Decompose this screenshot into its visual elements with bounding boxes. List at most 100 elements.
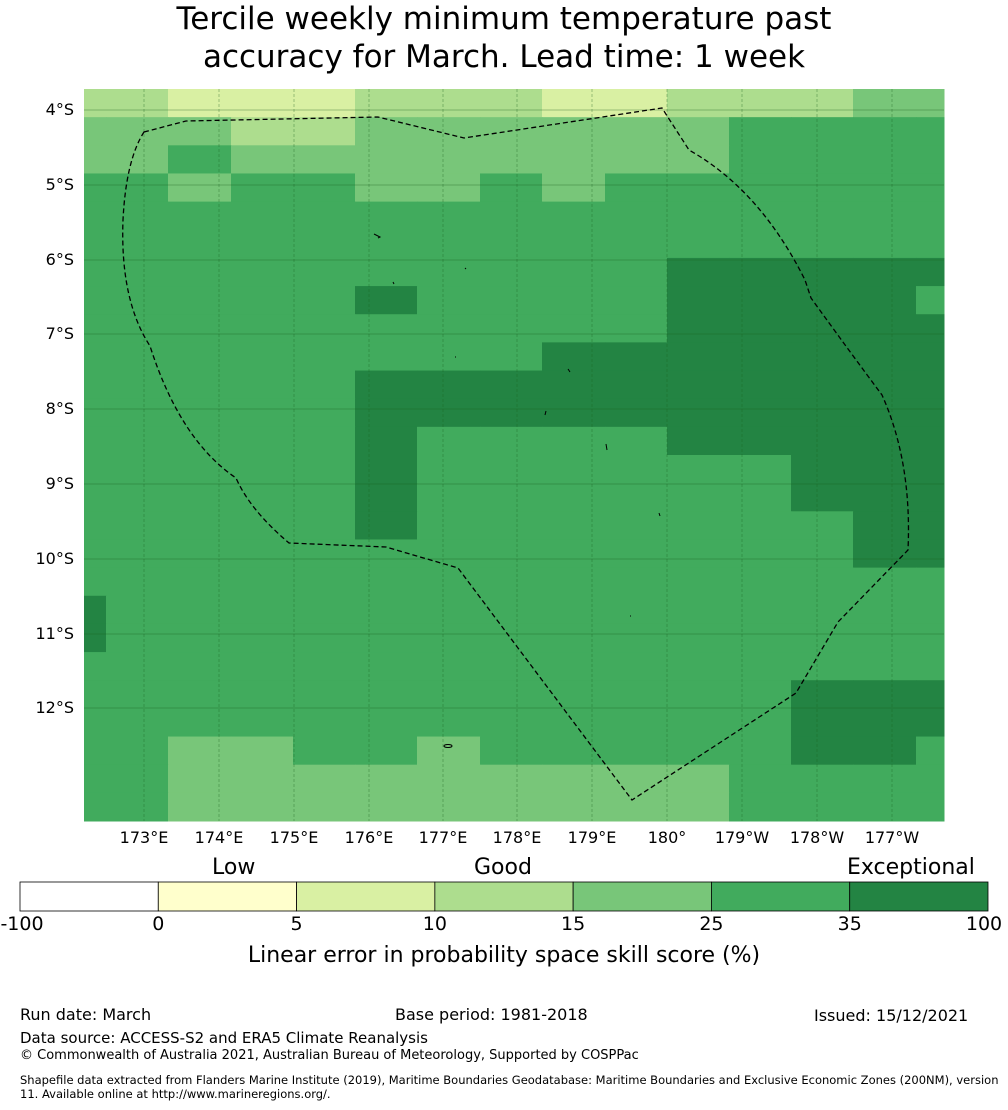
grid-cell	[231, 680, 294, 709]
grid-cell	[168, 680, 232, 709]
title-line-2: accuracy for March. Lead time: 1 week	[202, 39, 806, 75]
grid-cell	[605, 539, 668, 569]
grid-cell	[916, 398, 945, 428]
grid-cell	[355, 764, 418, 794]
colorbar-segment	[572, 881, 712, 912]
grid-cell	[84, 370, 107, 400]
longitude-label: 178°W	[789, 828, 845, 847]
grid-cell	[667, 370, 730, 400]
island-outline	[464, 267, 467, 270]
grid-cell	[667, 595, 730, 625]
grid-cell	[417, 117, 481, 146]
grid-cell	[667, 257, 730, 287]
colorbar-segment	[296, 881, 436, 912]
eez-boundary	[122, 107, 910, 801]
grid-cell	[168, 764, 232, 794]
grid-cell	[916, 145, 945, 174]
grid-cell	[916, 314, 945, 343]
grid-cell	[791, 680, 854, 709]
latitude-label: 11°S	[35, 624, 74, 643]
grid-cell	[106, 342, 169, 372]
grid-cell	[106, 370, 169, 400]
grid-cell	[605, 595, 668, 625]
island-outline	[605, 443, 608, 451]
grid-cell	[355, 792, 418, 822]
grid-cell	[480, 342, 543, 372]
grid-cell	[106, 398, 169, 428]
colorbar-segment	[849, 881, 989, 912]
grid-cell	[231, 708, 294, 738]
grid-cell	[84, 623, 107, 653]
grid-cell	[605, 623, 668, 653]
grid-cell	[480, 764, 543, 794]
grid-cell	[231, 567, 294, 597]
grid-cell	[168, 455, 232, 484]
grid-cell	[480, 398, 543, 428]
island-outline	[392, 281, 395, 285]
grid-cell	[293, 680, 356, 709]
grid-cell	[106, 736, 169, 766]
grid-cell	[667, 89, 730, 118]
grid-cell	[853, 426, 917, 456]
grid-cell	[542, 426, 606, 456]
grid-cell	[542, 652, 606, 681]
issued-date: Issued: 15/12/2021	[814, 1006, 969, 1025]
grid-cell	[355, 483, 418, 512]
grid-cell	[293, 398, 356, 428]
grid-cell	[106, 511, 169, 540]
grid-cell	[355, 173, 418, 203]
grid-cell	[605, 652, 668, 681]
copyright: © Commonwealth of Australia 2021, Austra…	[20, 1048, 639, 1063]
grid-cell	[106, 595, 169, 625]
grid-cell	[417, 145, 481, 174]
grid-cell	[417, 229, 481, 259]
grid-cell	[605, 398, 668, 428]
grid-cell	[480, 792, 543, 822]
grid-cell	[355, 455, 418, 484]
grid-cell	[729, 117, 792, 146]
colorbar-segment	[711, 881, 851, 912]
grid-cell	[168, 201, 232, 231]
grid-cell	[293, 764, 356, 794]
grid-cell	[542, 286, 606, 315]
grid-cell	[605, 483, 668, 512]
grid-cell	[168, 595, 232, 625]
grid-cell	[417, 286, 481, 315]
grid-cell	[605, 286, 668, 315]
longitude-label: 177°W	[864, 828, 920, 847]
grid-cell	[480, 736, 543, 766]
grid-cell	[729, 539, 792, 569]
grid-cell	[84, 117, 107, 146]
grid-cell	[729, 229, 792, 259]
grid-cell	[605, 455, 668, 484]
grid-cell	[667, 511, 730, 540]
grid-cell	[542, 764, 606, 794]
grid-cell	[916, 595, 945, 625]
grid-cell	[791, 286, 854, 315]
grid-cell	[542, 370, 606, 400]
grid-cell	[916, 229, 945, 259]
grid-cell	[667, 229, 730, 259]
grid-cell	[106, 173, 169, 203]
latitude-label: 8°S	[45, 399, 74, 418]
grid-cell	[480, 201, 543, 231]
grid-cell	[542, 736, 606, 766]
grid-cell	[84, 229, 107, 259]
grid-cell	[355, 567, 418, 597]
grid-cell	[480, 595, 543, 625]
grid-cell	[84, 173, 107, 203]
grid-cell	[542, 623, 606, 653]
grid-cell	[417, 792, 481, 822]
grid-cell	[417, 652, 481, 681]
grid-cell	[355, 229, 418, 259]
grid-cell	[729, 792, 792, 822]
grid-cell	[355, 623, 418, 653]
grid-cell	[355, 736, 418, 766]
grid-cell	[542, 173, 606, 203]
grid-cell	[729, 286, 792, 315]
grid-cell	[355, 680, 418, 709]
grid-cell	[293, 567, 356, 597]
latitude-label: 7°S	[45, 324, 74, 343]
grid-cell	[231, 173, 294, 203]
grid-cell	[605, 370, 668, 400]
